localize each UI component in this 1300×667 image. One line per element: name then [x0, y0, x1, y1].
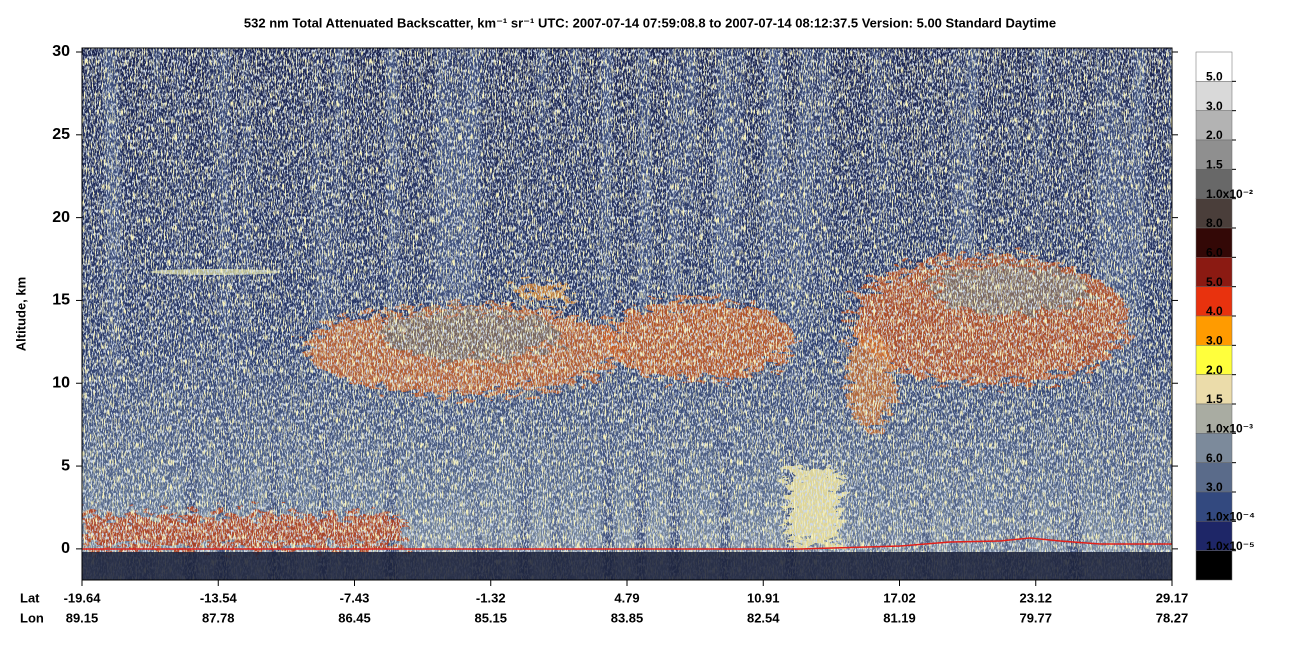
colorbar-label: 1.0x10⁻⁴: [1206, 510, 1255, 524]
lon-tick-label: 87.78: [202, 610, 235, 625]
lat-tick-label: 10.91: [747, 590, 780, 605]
lon-tick-label: 79.77: [1019, 610, 1052, 625]
colorbar-label: 3.0: [1206, 334, 1223, 348]
colorbar-label: 5.0: [1206, 275, 1223, 289]
y-tick-label: 10: [52, 374, 70, 391]
lat-tick-label: -7.43: [340, 590, 370, 605]
colorbar-box: [1195, 139, 1233, 170]
lon-tick-label: 89.15: [66, 610, 99, 625]
y-tick-label: 30: [52, 43, 70, 60]
lat-label: Lat: [20, 590, 40, 605]
colorbar-label: 1.0x10⁻⁵: [1206, 539, 1255, 553]
colorbar-label: 3.0: [1206, 480, 1223, 494]
colorbar-box: [1195, 51, 1233, 82]
colorbar-box: [1195, 169, 1233, 199]
colorbar-label: 2.0: [1206, 128, 1223, 142]
lon-tick-label: 86.45: [338, 610, 371, 625]
colorbar-label: 1.5: [1206, 392, 1223, 406]
lon-tick-label: 81.19: [883, 610, 916, 625]
colorbar-box: [1195, 521, 1233, 551]
lon-label: Lon: [20, 610, 44, 625]
y-axis-label: Altitude, km: [13, 277, 28, 351]
lon-tick-label: 82.54: [747, 610, 780, 625]
colorbar-label: 6.0: [1206, 451, 1223, 465]
y-tick-label: 25: [52, 126, 70, 143]
colorbar-box: [1195, 433, 1233, 463]
colorbar-box: [1195, 286, 1233, 317]
colorbar-box: [1195, 110, 1233, 141]
colorbar-box: [1195, 462, 1233, 493]
y-tick-label: 5: [61, 457, 70, 474]
colorbar-box: [1195, 257, 1233, 287]
lon-tick-label: 85.15: [474, 610, 507, 625]
lat-tick-label: -13.54: [200, 590, 238, 605]
lat-tick-label: 17.02: [883, 590, 916, 605]
colorbar-label: 1.5: [1206, 158, 1223, 172]
lon-tick-label: 83.85: [611, 610, 644, 625]
y-tick-label: 0: [61, 540, 70, 557]
lat-tick-label: -19.64: [64, 590, 102, 605]
y-tick-label: 15: [52, 292, 70, 309]
colorbar-box: [1195, 81, 1233, 111]
colorbar-label: 5.0: [1206, 70, 1223, 84]
lon-tick-label: 78.27: [1156, 610, 1189, 625]
lat-tick-label: -1.32: [476, 590, 506, 605]
curtain-image: [82, 48, 1172, 580]
colorbar-label: 1.0x10⁻³: [1206, 422, 1253, 436]
lat-tick-label: 29.17: [1156, 590, 1189, 605]
colorbar-label: 4.0: [1206, 304, 1223, 318]
colorbar-label: 8.0: [1206, 216, 1223, 230]
colorbar-box: [1195, 198, 1233, 229]
lat-tick-label: 23.12: [1019, 590, 1052, 605]
lat-tick-label: 4.79: [614, 590, 639, 605]
colorbar-label: 6.0: [1206, 246, 1223, 260]
colorbar-label: 2.0: [1206, 363, 1223, 377]
colorbar-box: [1195, 315, 1233, 346]
colorbar-box: [1195, 403, 1233, 434]
colorbar-label: 1.0x10⁻²: [1206, 187, 1253, 201]
colorbar-label: 3.0: [1206, 99, 1223, 113]
chart-title: 532 nm Total Attenuated Backscatter, km⁻…: [244, 15, 1056, 30]
colorbar-box: [1195, 491, 1233, 522]
y-tick-label: 20: [52, 209, 70, 226]
colorbar-box: [1195, 345, 1233, 375]
colorbar-box: [1195, 550, 1233, 581]
colorbar-box: [1195, 227, 1233, 258]
